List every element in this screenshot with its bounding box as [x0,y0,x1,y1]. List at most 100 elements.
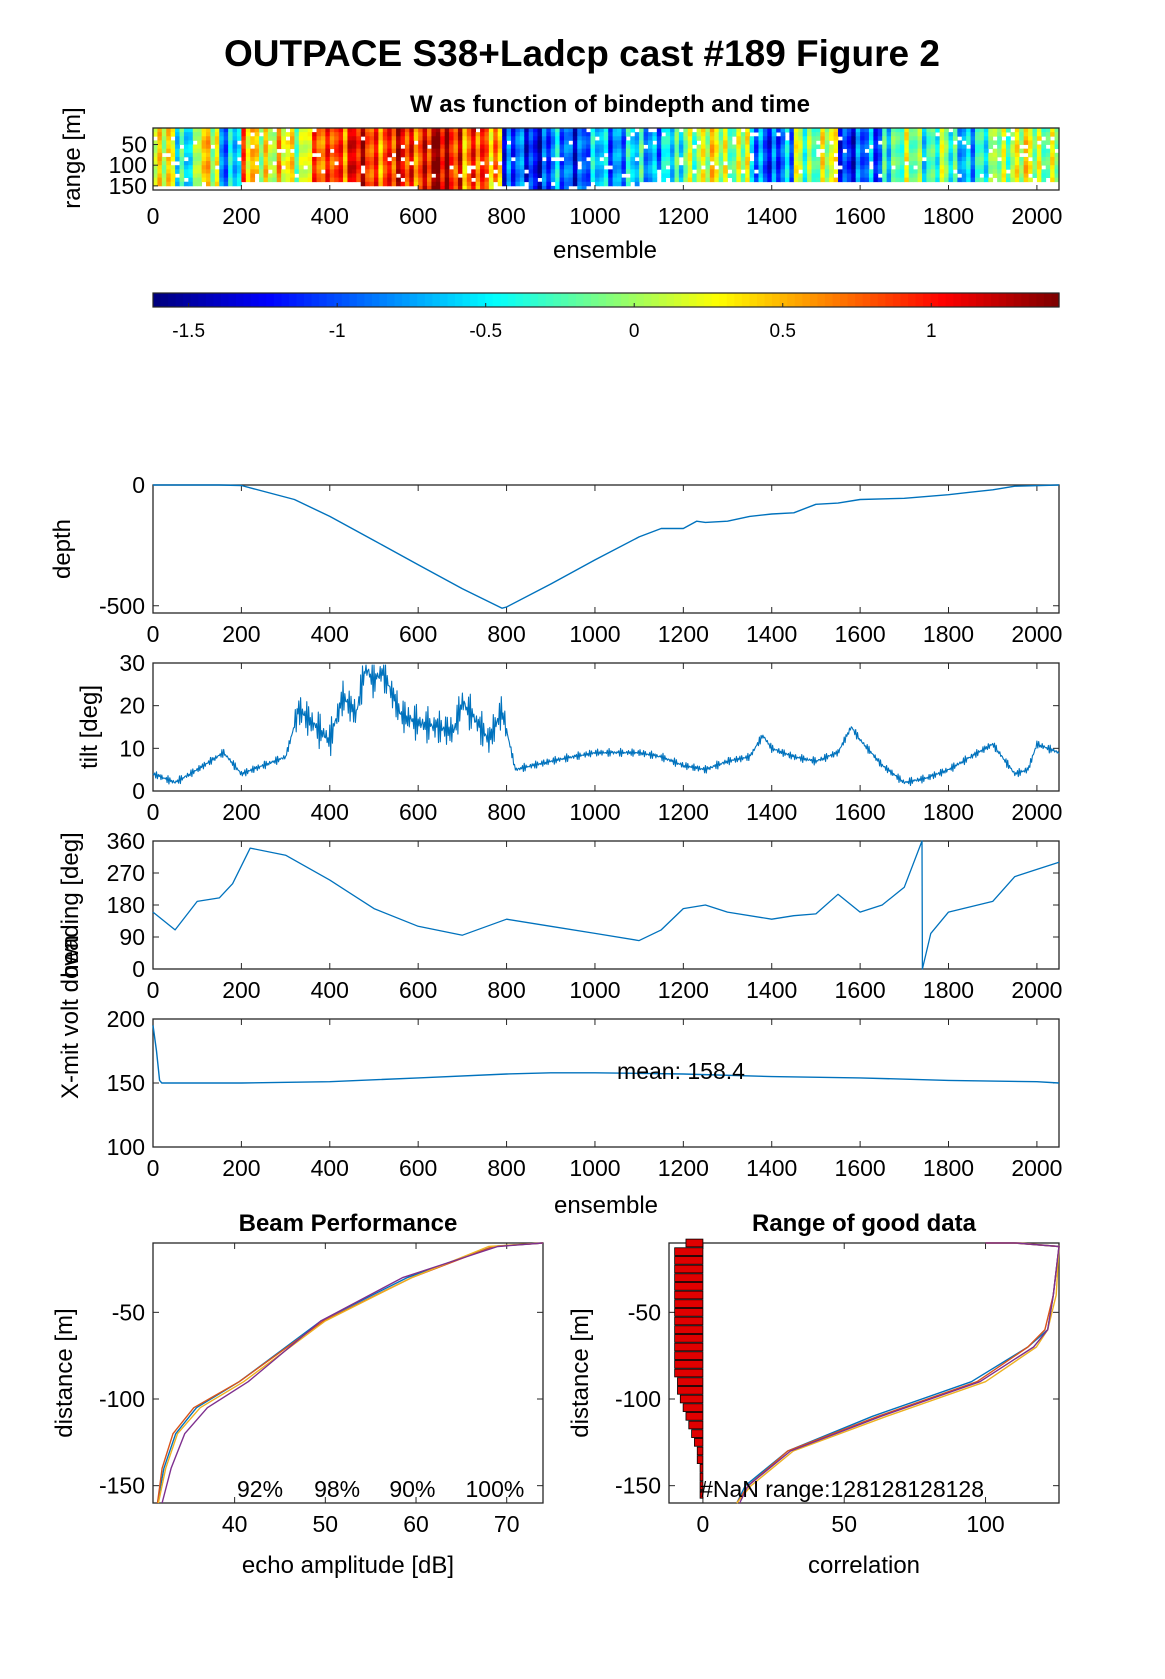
w-image-cell [647,148,653,154]
w-image-cell [480,169,485,174]
w-image-cell [316,140,322,145]
w-image-cell [1005,148,1011,154]
w-image-cell [930,173,936,178]
w-image-cell [1001,177,1007,183]
w-image-cell [780,148,786,154]
w-image-cell [842,156,848,162]
w-image-cell [1001,140,1007,145]
w-image-cell [259,144,264,150]
w-image-cell [572,181,578,187]
w-image-cell [577,136,583,141]
w-image-cell [930,128,936,133]
w-image-cell [435,140,441,145]
w-image-cell [895,132,901,137]
w-image-cell [183,152,189,158]
w-image-cell [214,173,220,178]
w-image-cell [1036,144,1042,150]
w-image-cell [219,173,225,178]
w-image-cell [564,169,569,174]
w-image-cell [241,173,247,178]
w-image-cell [762,169,768,174]
w-image-cell [519,128,525,133]
w-image-cell [860,161,865,166]
w-image-cell [599,173,605,178]
w-image-cell [1045,165,1051,170]
w-image-cell [316,128,322,133]
w-image-cell [692,161,697,166]
w-image-cell [502,169,507,174]
colorbar-swatch [379,293,388,307]
w-image-cell [988,156,994,162]
w-image-cell [692,177,697,183]
w-image-cell [864,169,870,174]
w-image-cell [488,136,494,141]
w-image-cell [798,140,804,145]
w-image-cell [537,169,543,174]
w-image-cell [807,177,812,183]
w-image-cell [833,177,839,183]
w-image-cell [621,165,627,170]
w-image-cell [320,128,326,133]
w-image-cell [440,161,446,166]
w-image-cell [488,181,494,187]
w-image-cell [670,156,675,162]
range-good-data-bar [688,1420,704,1430]
w-image-cell [272,132,278,137]
w-image-cell [245,173,251,178]
colorbar-swatch [198,293,207,307]
w-image-cell [329,165,335,170]
w-image-cell [272,169,278,174]
w-image-cell [550,140,556,145]
w-image-cell [723,136,728,141]
w-image-cell [1054,169,1059,174]
w-image-cell [811,177,817,183]
w-image-cell [599,152,605,158]
w-image-cell [935,165,941,170]
w-image-cell [329,128,335,133]
w-image-cell [851,140,857,145]
w-image-cell [572,165,578,170]
w-image-cell [404,169,410,174]
w-image-cell [670,173,675,178]
w-image-cell [815,173,821,178]
w-image-cell [917,161,923,166]
w-image-cell [307,161,313,166]
w-image-cell [541,144,547,150]
w-image-cell [802,177,808,183]
w-image-cell [564,128,569,133]
w-image-cell [497,181,503,187]
w-image-cell [1010,161,1016,166]
w-image-cell [219,181,225,187]
w-image-cell [157,156,163,162]
w-image-cell [886,144,892,150]
w-image-cell [183,128,189,133]
w-image-cell [298,140,304,145]
w-image-cell [232,136,238,141]
w-image-cell [979,136,985,141]
w-image-cell [475,173,481,178]
w-image-cell [568,144,574,150]
w-image-cell [550,185,556,190]
w-image-cell [621,181,627,187]
w-image-cell [1041,148,1047,154]
w-image-cell [1014,152,1020,158]
w-image-cell [307,156,313,162]
w-image-cell [480,128,485,133]
w-image-cell [948,161,954,166]
w-image-cell [166,156,172,162]
w-image-cell [771,177,777,183]
w-image-cell [351,136,357,141]
w-image-cell [634,152,640,158]
range-good-data-bar [694,1438,704,1447]
w-image-cell [334,128,340,133]
w-image-cell [391,132,397,137]
w-image-cell [992,148,998,154]
w-image-cell [373,148,379,154]
w-image-cell [373,136,379,141]
w-image-cell [824,128,830,133]
w-image-cell [824,169,830,174]
w-image-cell [594,161,600,166]
w-image-cell [206,152,211,158]
w-image-cell [179,136,185,141]
w-image-cell [913,156,918,162]
